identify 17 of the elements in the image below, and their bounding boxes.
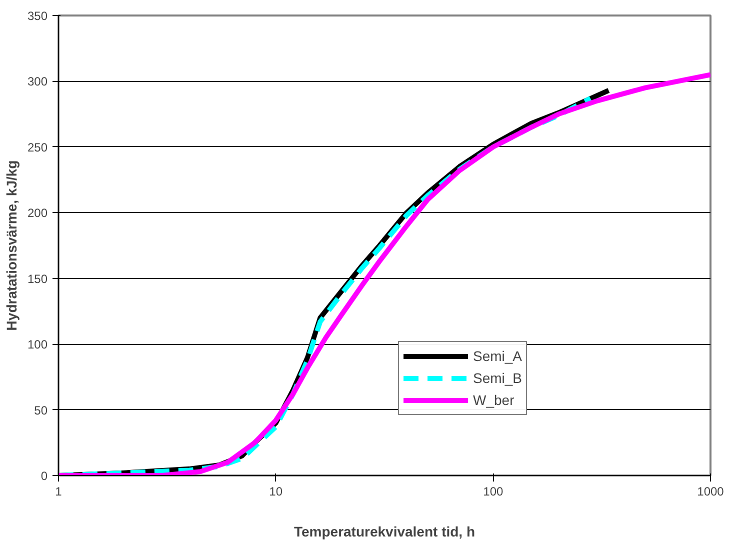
x-tick-label: 100: [483, 484, 504, 498]
y-tick-label: 300: [27, 74, 48, 89]
y-tick-label: 100: [27, 338, 48, 352]
y-tick-label: 150: [27, 272, 48, 286]
y-tick-label: 0: [40, 469, 48, 483]
y-tick-label: 250: [27, 140, 48, 154]
x-tick-label: 1000: [697, 484, 724, 498]
legend-label: Semi_B: [473, 370, 522, 386]
y-tick-label: 50: [34, 403, 48, 418]
y-tick-label: 200: [27, 206, 48, 220]
y-axis-title: Hydratationsvärme, kJ/kg: [3, 160, 20, 331]
legend-label: W_ber: [473, 392, 514, 408]
x-tick-label: 10: [269, 484, 283, 498]
x-tick-label: 1: [55, 484, 62, 498]
legend-label: Semi_A: [473, 348, 522, 364]
y-tick-label: 350: [27, 9, 48, 23]
x-axis-title: Temperaturekvivalent tid, h: [294, 524, 476, 540]
